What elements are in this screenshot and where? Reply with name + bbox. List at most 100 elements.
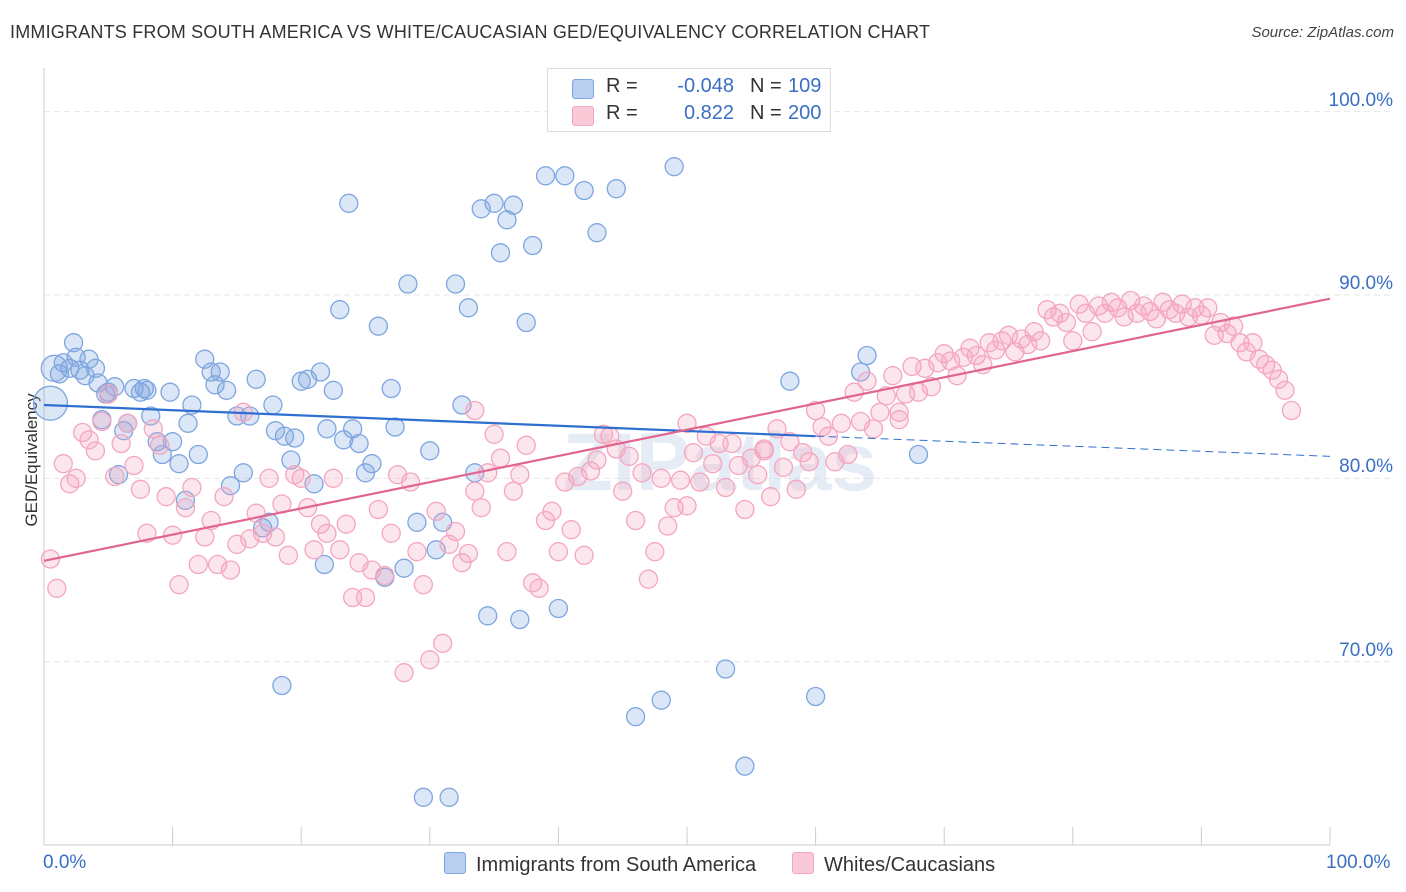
data-point	[130, 479, 151, 499]
data-point	[32, 385, 69, 421]
data-point	[445, 521, 466, 542]
data-point	[670, 470, 691, 490]
data-point	[413, 575, 434, 595]
data-point	[220, 476, 241, 496]
data-point	[124, 455, 144, 476]
data-point	[368, 499, 389, 520]
data-point	[323, 468, 344, 488]
data-point	[394, 663, 414, 683]
data-point	[857, 345, 877, 366]
legend-item-whites: Whites/Caucasians	[792, 852, 995, 877]
data-point	[111, 433, 131, 454]
data-point	[748, 465, 768, 485]
data-point	[355, 587, 376, 608]
data-point	[1056, 312, 1077, 333]
data-point	[587, 223, 607, 243]
data-point	[831, 413, 851, 433]
data-point	[182, 395, 202, 415]
data-point	[490, 243, 511, 263]
data-point	[1281, 400, 1302, 421]
data-point	[651, 690, 671, 710]
source-label: Source: ZipAtlas.com	[1251, 24, 1394, 41]
data-point	[178, 413, 198, 433]
data-point	[1153, 292, 1173, 312]
data-point	[323, 380, 344, 400]
data-point	[619, 446, 639, 466]
data-point	[580, 461, 601, 481]
data-point	[420, 441, 440, 461]
legend-swatch-blue	[444, 852, 466, 874]
legend-label-south-america: Immigrants from South America	[476, 854, 757, 876]
y-tick-label: 70.0%	[1339, 639, 1393, 661]
data-point	[503, 481, 524, 501]
data-point	[838, 444, 858, 465]
legend-n-value: 109	[788, 75, 822, 97]
data-point	[394, 558, 414, 578]
data-point	[1268, 369, 1289, 389]
data-point	[735, 499, 755, 520]
data-point	[908, 444, 929, 465]
data-point	[92, 411, 112, 432]
data-point	[117, 413, 138, 433]
data-point	[210, 362, 230, 382]
data-point	[799, 452, 819, 472]
data-point	[263, 395, 283, 415]
data-point	[1223, 316, 1244, 336]
data-point	[216, 380, 237, 400]
data-point	[233, 463, 253, 483]
data-point	[281, 450, 301, 470]
data-point	[98, 384, 118, 404]
series-whites-caucasians	[40, 290, 1302, 683]
data-point	[105, 377, 125, 397]
data-point	[272, 675, 292, 696]
data-point	[458, 543, 479, 564]
data-point	[645, 542, 665, 562]
data-point	[368, 316, 389, 336]
data-point	[336, 514, 356, 534]
x-tick-label-max: 100.0%	[1326, 852, 1391, 873]
data-point	[150, 435, 170, 455]
data-point	[516, 435, 536, 455]
data-point	[754, 441, 774, 461]
data-point	[889, 410, 909, 430]
data-point	[638, 569, 659, 589]
legend-r-value: 0.822	[683, 102, 734, 124]
data-point	[72, 422, 93, 443]
data-point	[407, 542, 427, 562]
data-point	[613, 481, 633, 501]
data-point	[715, 477, 736, 498]
series-immigrants-south-america	[32, 102, 929, 807]
data-point	[1063, 331, 1083, 351]
data-point	[889, 402, 909, 422]
trend-line-0	[43, 403, 816, 438]
data-point	[780, 371, 800, 391]
data-point	[651, 468, 671, 488]
legend-r-label: R =	[606, 75, 638, 97]
trend-lines	[43, 297, 1331, 562]
data-point	[780, 432, 800, 452]
legend-label-whites: Whites/Caucasians	[824, 854, 996, 876]
data-point	[478, 463, 498, 483]
data-point	[314, 554, 334, 575]
data-point	[510, 609, 530, 630]
data-point	[317, 419, 337, 439]
data-point	[465, 400, 485, 421]
data-point	[548, 542, 569, 562]
data-point	[407, 512, 427, 532]
data-point	[465, 481, 485, 501]
data-point	[47, 578, 67, 598]
data-point	[445, 274, 466, 294]
data-point	[169, 575, 189, 595]
data-point	[317, 523, 337, 543]
data-point	[246, 369, 266, 389]
data-point	[53, 454, 73, 474]
data-point	[548, 598, 569, 619]
legend-n-value: 200	[788, 102, 822, 124]
data-point	[143, 419, 163, 439]
legend-n-label: N =	[750, 102, 782, 124]
legend-r-label: R =	[606, 102, 638, 124]
data-point	[863, 419, 884, 439]
data-point	[786, 479, 806, 499]
legend-swatch-pink	[792, 852, 814, 874]
